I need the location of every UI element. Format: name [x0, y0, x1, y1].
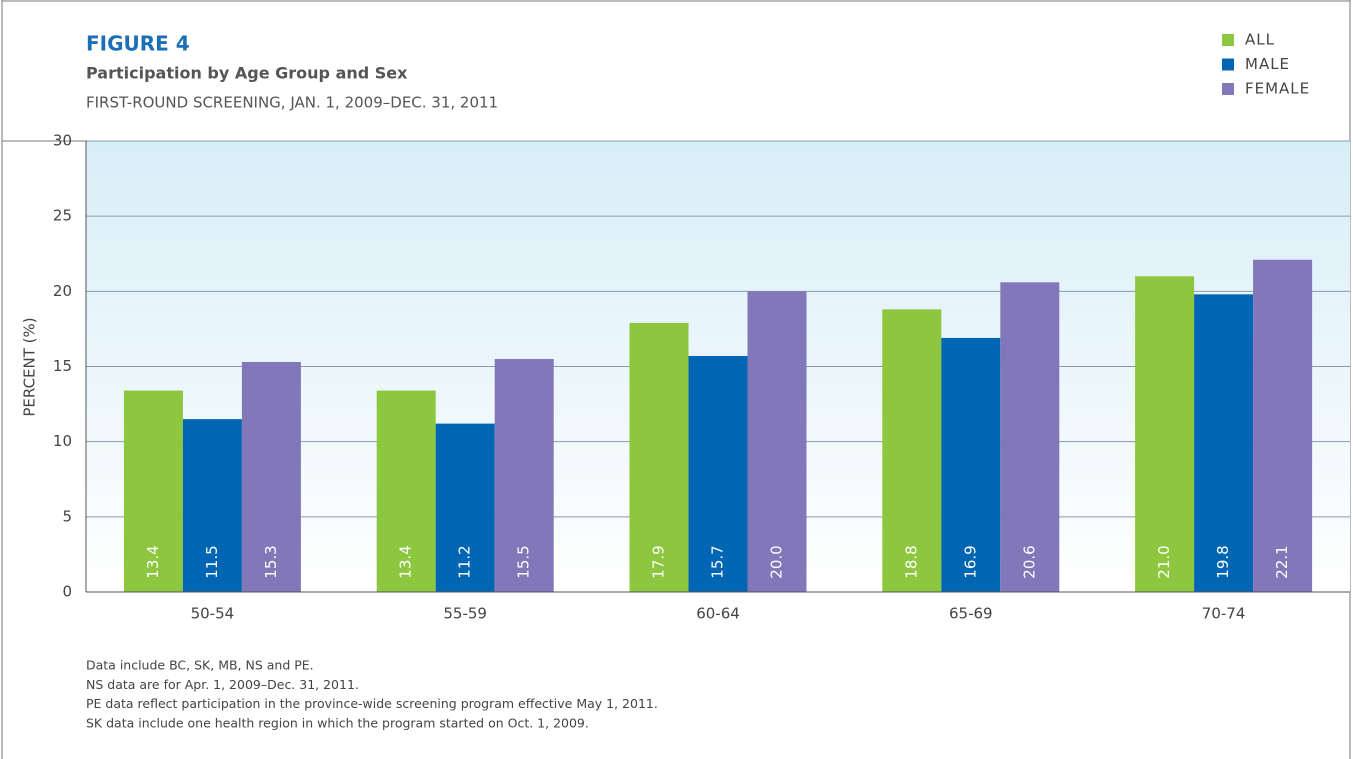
footnote: SK data include one health region in whi…: [86, 715, 589, 730]
bar: [241, 361, 301, 592]
y-tick-label: 30: [53, 132, 72, 150]
x-tick-label: 70-74: [1202, 605, 1246, 623]
legend-swatch: [1222, 83, 1234, 95]
value-label: 11.2: [456, 545, 474, 578]
value-label: 13.4: [144, 545, 162, 578]
value-label: 21.0: [1155, 545, 1173, 578]
y-tick-label: 20: [53, 282, 72, 300]
legend-label: ALL: [1245, 31, 1275, 49]
bar: [494, 358, 554, 592]
chart-subtitle: FIRST-ROUND SCREENING, JAN. 1, 2009–DEC.…: [86, 94, 498, 112]
value-label: 19.8: [1214, 545, 1232, 578]
bar: [182, 419, 242, 592]
value-label: 20.6: [1020, 545, 1038, 578]
y-axis-label: PERCENT (%): [21, 317, 39, 416]
value-label: 20.0: [768, 545, 786, 578]
value-label: 11.5: [203, 545, 221, 578]
y-tick-label: 15: [53, 357, 72, 375]
bar: [123, 390, 183, 592]
x-tick-label: 65-69: [949, 605, 993, 623]
legend-swatch: [1222, 34, 1234, 46]
x-tick-label: 55-59: [443, 605, 487, 623]
legend-label: MALE: [1245, 55, 1290, 73]
value-label: 13.4: [397, 545, 415, 578]
value-label: 17.9: [650, 545, 668, 578]
value-label: 22.1: [1273, 545, 1291, 578]
y-tick-label: 5: [62, 507, 72, 525]
value-label: 15.7: [709, 545, 727, 578]
bar: [1135, 276, 1195, 592]
figure-label: FIGURE 4: [86, 32, 190, 56]
value-label: 18.8: [902, 545, 920, 578]
bar: [747, 291, 807, 592]
footnote: NS data are for Apr. 1, 2009–Dec. 31, 20…: [86, 677, 359, 692]
bar: [376, 390, 436, 592]
bar: [941, 337, 1001, 592]
y-tick-label: 0: [62, 583, 72, 601]
y-tick-label: 10: [53, 432, 72, 450]
footnote: Data include BC, SK, MB, NS and PE.: [86, 658, 314, 673]
bar: [629, 322, 689, 592]
bar: [1000, 282, 1060, 592]
footnote: PE data reflect participation in the pro…: [86, 696, 658, 711]
legend-swatch: [1222, 58, 1234, 71]
value-label: 15.3: [262, 545, 280, 578]
chart-title: Participation by Age Group and Sex: [86, 64, 408, 83]
bar: [882, 309, 942, 592]
bar: [688, 355, 748, 592]
value-label: 15.5: [515, 545, 533, 578]
bar: [435, 423, 495, 592]
legend-label: FEMALE: [1245, 80, 1310, 98]
y-tick-label: 25: [53, 207, 72, 225]
bar: [1253, 259, 1313, 592]
x-tick-label: 50-54: [191, 605, 235, 623]
value-label: 16.9: [961, 545, 979, 578]
x-tick-label: 60-64: [696, 605, 740, 623]
bar: [1194, 294, 1254, 592]
